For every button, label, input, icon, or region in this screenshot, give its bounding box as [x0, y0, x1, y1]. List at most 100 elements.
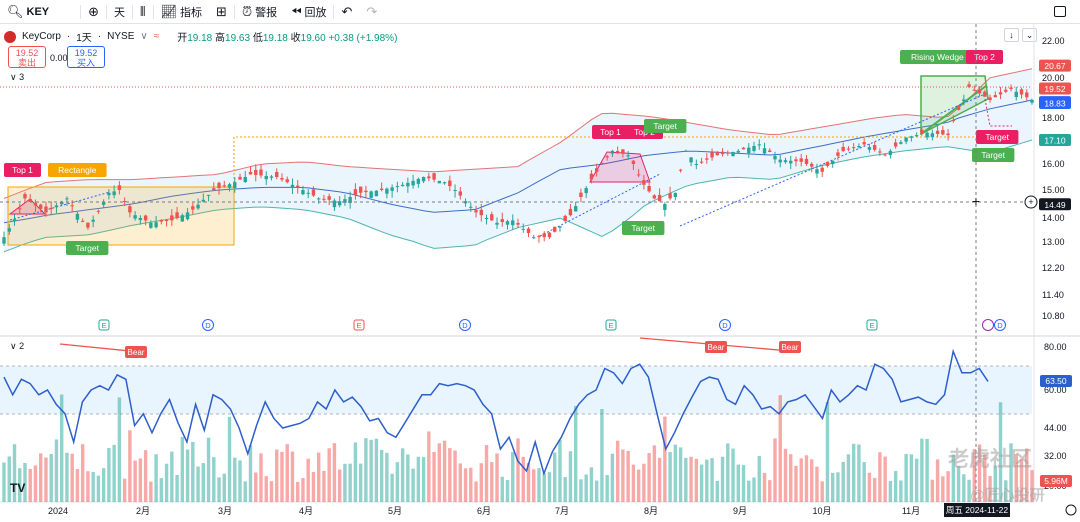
- replay-button[interactable]: ⏪︎ 回放: [284, 0, 333, 24]
- candle-body: [217, 182, 221, 189]
- rewind-icon: ⏪︎: [291, 3, 302, 19]
- volume-pane-index: 2: [19, 341, 25, 351]
- candle-body: [296, 185, 300, 188]
- rectangle-pattern-box: [7, 186, 235, 246]
- fullscreen-button[interactable]: [1047, 0, 1080, 24]
- candle-body: [39, 204, 43, 209]
- volume-bar: [657, 457, 662, 502]
- interval-button[interactable]: 天: [107, 0, 132, 24]
- redo-button[interactable]: ↷: [359, 0, 384, 24]
- volume-bar: [841, 461, 845, 502]
- chart-canvas[interactable]: 10.80 11.40 12.20 13.00 14.00 15.00 16.00 17.10…: [0, 24, 1080, 522]
- candle-body: [1014, 91, 1018, 98]
- keycorp-logo: [4, 30, 16, 43]
- candle-body: [594, 168, 599, 172]
- candle-body: [385, 188, 389, 194]
- open-value: 19.18: [187, 33, 213, 44]
- candle-body: [59, 201, 64, 205]
- indicator-icon: 📈︎: [160, 3, 178, 19]
- volume-bar: [107, 447, 111, 502]
- undo-button[interactable]: ↶: [334, 0, 359, 24]
- alerts-label: 警报: [255, 6, 278, 19]
- alerts-button[interactable]: ⏰︎ 警报: [235, 0, 284, 24]
- candles-icon: ⫴: [140, 3, 146, 19]
- symbol-search[interactable]: 🔍︎ KEY: [0, 0, 56, 24]
- layouts-button[interactable]: ⊞: [209, 0, 234, 24]
- candle-body: [269, 176, 274, 178]
- volume-bar: [547, 472, 552, 502]
- candle-body: [180, 215, 185, 222]
- divergence-label: Bear: [708, 343, 725, 352]
- compare-button[interactable]: ⊕: [81, 0, 106, 24]
- candle-body: [883, 154, 887, 156]
- volume-bar: [631, 464, 636, 502]
- spread-value: 0.00: [50, 53, 68, 63]
- chart-type-button[interactable]: ⫴: [133, 0, 152, 24]
- volume-bar: [825, 401, 830, 502]
- candle-body: [909, 136, 914, 138]
- candle-body: [149, 222, 153, 228]
- chevron-down-icon[interactable]: ∨: [140, 31, 148, 42]
- candle-body: [752, 146, 756, 151]
- candle-body: [316, 198, 321, 200]
- candle-body: [920, 129, 924, 134]
- volume-bar: [259, 453, 263, 502]
- high-label: 高: [215, 33, 226, 44]
- buy-button[interactable]: 19.52 买入: [67, 46, 105, 68]
- volume-bar: [972, 449, 977, 502]
- candle-body: [285, 179, 289, 183]
- candle-body: [946, 133, 950, 136]
- price-tick-label: 18.00: [1042, 113, 1065, 123]
- price-tag-bg: [1039, 97, 1071, 110]
- candle-body: [720, 151, 725, 155]
- volume-bar: [741, 465, 746, 502]
- volume-bar: [941, 476, 945, 502]
- interval-text: 1天: [76, 33, 92, 44]
- rsi-value-tag-bg: [1040, 375, 1072, 387]
- divergence-label-bg: [125, 346, 147, 358]
- volume-bar: [75, 469, 80, 502]
- pattern-label-bg: [972, 148, 1015, 162]
- price-pane-header[interactable]: ∨ 3: [10, 72, 25, 82]
- candle-body: [495, 222, 499, 225]
- candle-body: [212, 188, 216, 190]
- candle-body: [374, 190, 379, 197]
- candle-body: [799, 158, 803, 162]
- volume-bar: [946, 471, 950, 502]
- candle-body: [568, 208, 573, 216]
- volume-bar: [720, 456, 725, 502]
- sell-button[interactable]: 19.52 卖出: [8, 46, 46, 68]
- candle-body: [400, 184, 405, 187]
- time-axis-label: 9月: [733, 506, 747, 516]
- candle-body: [600, 162, 604, 164]
- candle-body: [311, 189, 316, 196]
- candle-body: [159, 220, 164, 222]
- candle-body: [54, 205, 59, 208]
- replay-label: 回放: [304, 6, 327, 19]
- candle-body: [170, 215, 174, 221]
- candle-body: [442, 182, 447, 184]
- indicators-button[interactable]: 📈︎ 指标: [154, 0, 210, 24]
- volume-bar: [411, 468, 415, 502]
- volume-bar: [91, 472, 95, 502]
- volume-pane-header[interactable]: ∨ 2: [10, 341, 25, 351]
- wave-icon[interactable]: ≈: [153, 31, 160, 42]
- earnings-marker: [866, 319, 878, 331]
- price-tag-bg: [1039, 82, 1071, 95]
- scroll-down-button[interactable]: ↓: [1004, 28, 1019, 42]
- volume-bar: [175, 474, 179, 502]
- volume-bar: [904, 453, 908, 502]
- volume-bar: [511, 452, 515, 502]
- candle-body: [893, 142, 898, 147]
- split-marker: [982, 319, 994, 331]
- company-name: KeyCorp: [22, 31, 61, 42]
- volume-bar: [726, 443, 730, 502]
- volume-bar: [621, 449, 625, 502]
- volume-bar: [96, 475, 101, 502]
- candle-body: [589, 173, 594, 180]
- candle-body: [972, 89, 977, 91]
- volume-bar: [322, 470, 326, 502]
- time-axis-label: 3月: [218, 506, 232, 516]
- collapse-button[interactable]: ⌄: [1022, 28, 1037, 42]
- candle-body: [505, 221, 510, 225]
